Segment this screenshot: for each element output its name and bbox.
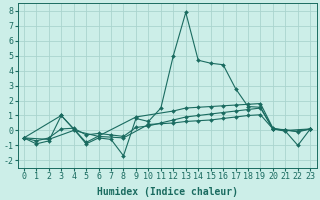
X-axis label: Humidex (Indice chaleur): Humidex (Indice chaleur) xyxy=(97,186,237,197)
